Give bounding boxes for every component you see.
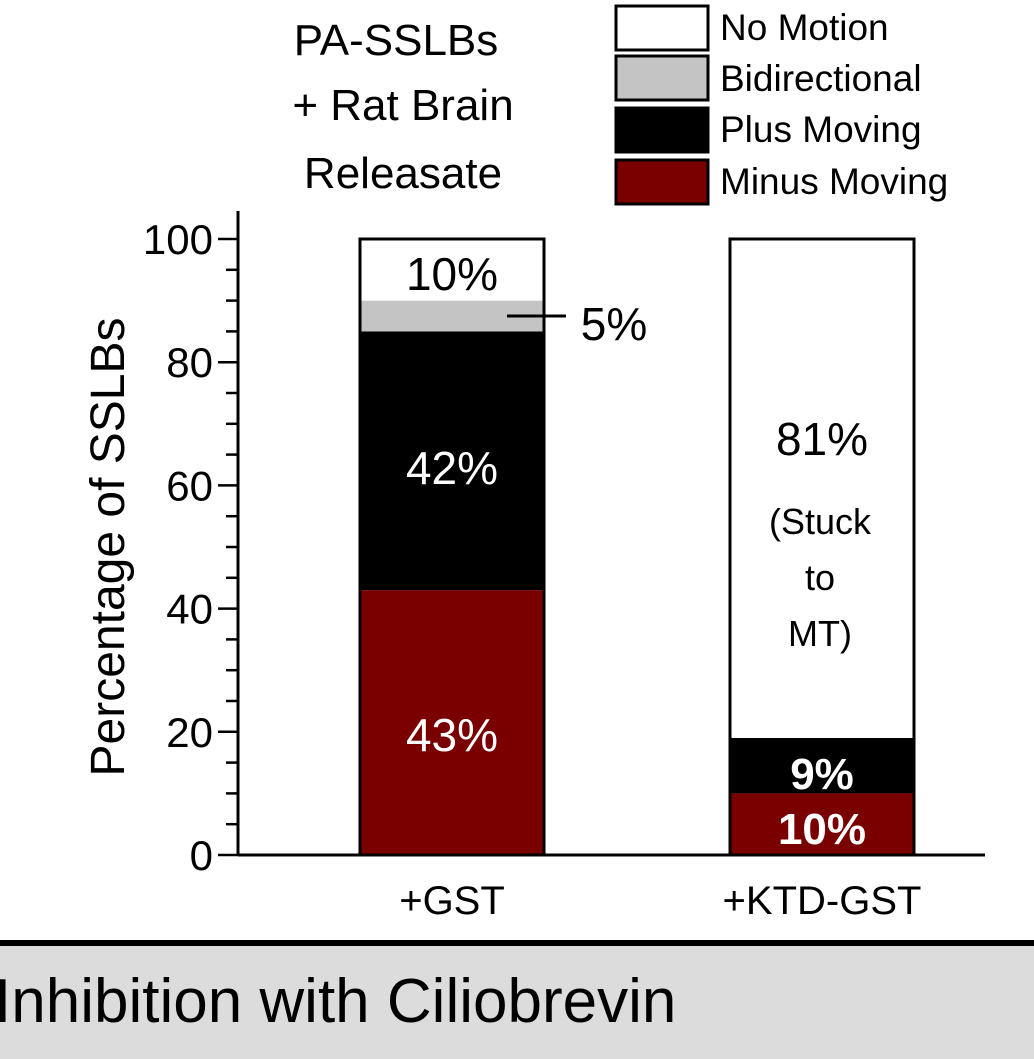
y-tick-label: 80 <box>166 339 213 386</box>
data-label-ktd-note: (Stuck <box>769 501 872 542</box>
chart-title-line-2: + Rat Brain <box>292 81 513 130</box>
bar-segment-minus-moving <box>730 793 914 855</box>
data-labels: 10% 42% 43% 5% 81% (Stuck to MT) 9% 10% <box>406 248 872 854</box>
stacked-bar-chart: PA-SSLBs + Rat Brain Releasate No Motion… <box>82 4 985 923</box>
legend-swatch-plus-moving <box>614 106 710 154</box>
chart-title-line-3: Releasate <box>304 149 502 198</box>
caption-bar: Inhibition with Ciliobrevin <box>0 940 1034 1059</box>
y-tick-label: 40 <box>166 586 213 633</box>
bar-segment-plus-moving <box>360 331 544 591</box>
data-label-ktd-minus-moving: 10% <box>778 805 866 854</box>
data-label-ktd-no-motion: 81% <box>776 413 868 465</box>
legend-swatch-minus-moving <box>614 158 710 206</box>
legend-label-bidirectional: Bidirectional <box>720 58 922 99</box>
legend-label-plus-moving: Plus Moving <box>720 109 922 150</box>
x-tick-label-ktd-gst: +KTD-GST <box>723 879 922 923</box>
bar-segment-plus-moving <box>730 737 914 794</box>
legend-label-no-motion: No Motion <box>720 7 889 48</box>
data-label-ktd-note: to <box>805 557 835 598</box>
bar-segment-no-motion <box>360 239 544 301</box>
data-label-gst-plus-moving: 42% <box>406 442 498 494</box>
bar-outline <box>358 237 546 857</box>
data-label-ktd-note: MT) <box>788 613 852 654</box>
data-label-gst-bidirectional: 5% <box>581 298 647 350</box>
bars <box>358 237 916 857</box>
y-tick-label: 100 <box>143 216 213 263</box>
legend: No Motion Bidirectional Plus Moving Minu… <box>614 4 948 206</box>
bar-segment-minus-moving <box>360 590 544 855</box>
data-label-ktd-plus-moving: 9% <box>790 750 854 799</box>
data-label-gst-minus-moving: 43% <box>406 709 498 761</box>
legend-label-minus-moving: Minus Moving <box>720 161 948 202</box>
y-tick-label: 60 <box>166 462 213 509</box>
legend-swatch-bidirectional <box>614 54 710 102</box>
y-tick-label: 20 <box>166 709 213 756</box>
data-label-gst-no-motion: 10% <box>406 248 498 300</box>
y-tick-label: 0 <box>190 832 213 879</box>
x-tick-label-gst: +GST <box>399 879 505 923</box>
bar-segment-no-motion <box>730 239 914 738</box>
chart-title-line-1: PA-SSLBs <box>294 16 499 65</box>
y-axis-label: Percentage of SSLBs <box>82 318 135 777</box>
legend-swatch-no-motion <box>614 4 710 52</box>
bar-outline <box>728 237 916 857</box>
caption-text: Inhibition with Ciliobrevin <box>0 967 677 1036</box>
